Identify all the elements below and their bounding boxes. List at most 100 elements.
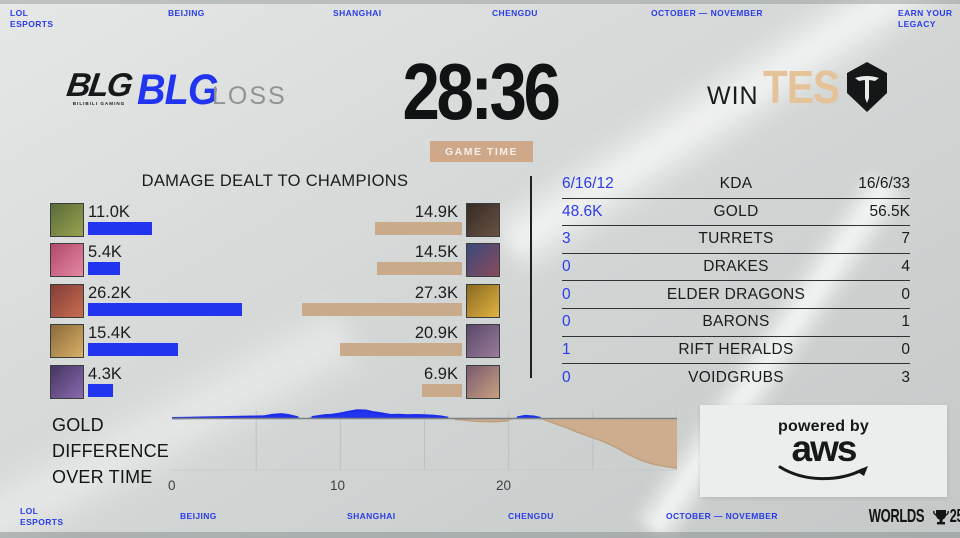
- stat-value-left: 6/16/12: [562, 175, 614, 193]
- game-time-badge: GAME TIME: [430, 141, 533, 162]
- axis-tick-label: 20: [496, 478, 512, 493]
- damage-bar: [88, 383, 114, 397]
- stat-label: BARONS: [702, 313, 770, 331]
- stat-label: DRAKES: [703, 258, 769, 276]
- stat-label: RIFT HERALDS: [678, 340, 794, 358]
- damage-bar: [88, 222, 153, 235]
- trophy-icon: [933, 509, 949, 524]
- stat-value-right: 0: [901, 285, 911, 303]
- aws-smile-icon: [778, 465, 868, 481]
- nav-beijing: BEIJING: [168, 8, 205, 18]
- worlds-text: WORLDS: [868, 506, 925, 526]
- stat-row: 0 VOIDGRUBS 3: [562, 364, 910, 392]
- nav-dates-bottom: OCTOBER — NOVEMBER: [666, 511, 778, 521]
- champion-icon: [50, 203, 84, 237]
- stat-value-right: 3: [901, 368, 910, 386]
- blg-logo-mark: BLG: [64, 66, 134, 103]
- win-label: WIN: [707, 82, 759, 110]
- damage-row-right: 14.5K: [0, 243, 520, 279]
- nav-beijing-bottom: BEIJING: [180, 511, 217, 521]
- damage-value: 5.4K: [88, 243, 122, 262]
- champion-icon: [466, 203, 500, 237]
- nav-lol-esports-bottom: LOL ESPORTS: [20, 506, 64, 527]
- damage-row-left: 4.3K: [0, 364, 480, 401]
- stat-value-left: 0: [562, 258, 571, 276]
- nav-earn-your-legacy: EARN YOUR LEGACY: [898, 8, 953, 29]
- axis-tick-label: 0: [168, 478, 176, 493]
- bottom-edge-strip: [0, 532, 960, 538]
- stat-row: 6/16/12 KDA 16/6/33: [562, 171, 910, 199]
- stat-label: VOIDGRUBS: [688, 368, 784, 386]
- champion-icon: [50, 283, 84, 318]
- panel-divider: [530, 176, 532, 378]
- champion-icon: [466, 364, 500, 399]
- nav-lol-esports: LOL ESPORTS: [10, 8, 54, 29]
- blg-team-logo: BLG BILIBILI GAMING: [60, 66, 138, 106]
- tes-shield-icon: [845, 62, 889, 117]
- top-edge-strip: [0, 0, 960, 4]
- aws-sponsor-box: powered by aws: [700, 405, 947, 497]
- stat-value-right: 1: [901, 313, 911, 331]
- damage-bar: [302, 302, 462, 316]
- champion-icon: [466, 324, 500, 359]
- champion-icon: [50, 243, 84, 278]
- damage-bar: [374, 222, 462, 235]
- game-timer: 28:36: [402, 47, 560, 136]
- damage-row-left: 26.2K: [0, 283, 480, 320]
- damage-value: 11.0K: [88, 203, 130, 221]
- damage-bar: [88, 262, 120, 276]
- stat-row: 48.6K GOLD 56.5K: [562, 199, 910, 227]
- stat-value-left: 1: [562, 340, 571, 358]
- stat-value-left: 3: [562, 230, 571, 248]
- aws-logo-text: aws: [791, 428, 858, 469]
- stat-row: 1 RIFT HERALDS 0: [562, 337, 910, 365]
- nav-shanghai-bottom: SHANGHAI: [347, 511, 396, 521]
- stat-value-left: 0: [562, 368, 571, 386]
- gold-line: [454, 417, 677, 470]
- stats-table: 6/16/12 KDA 16/6/33 48.6K GOLD 56.5K 3 TURRETS 7…: [562, 171, 910, 392]
- damage-row-left: 5.4K: [0, 243, 480, 279]
- damage-row-right: 14.9K: [0, 203, 520, 239]
- stat-value-left: 48.6K: [562, 202, 603, 220]
- damage-row-left: 11.0K: [0, 203, 480, 239]
- damage-value: 4.3K: [88, 364, 122, 383]
- stat-value-left: 0: [562, 313, 571, 331]
- damage-bar: [88, 302, 242, 316]
- tes-team-abbr: TES: [763, 61, 840, 113]
- stat-label: TURRETS: [698, 230, 774, 248]
- champion-icon: [466, 243, 500, 278]
- damage-bar: [88, 343, 179, 357]
- aws-powered-by-text: powered by: [778, 418, 869, 435]
- damage-bar: [339, 343, 462, 357]
- stat-row: 0 DRAKES 4: [562, 254, 910, 282]
- damage-value: 6.9K: [424, 364, 458, 383]
- champion-icon: [50, 364, 84, 399]
- damage-value: 26.2K: [88, 283, 132, 302]
- nav-shanghai: SHANGHAI: [333, 8, 382, 18]
- stat-label: KDA: [719, 175, 753, 193]
- stat-value-left: 0: [562, 285, 571, 303]
- worlds-25-logo: WORLDS 25: [858, 506, 960, 527]
- damage-value: 14.5K: [414, 243, 458, 262]
- damage-value: 20.9K: [414, 324, 458, 343]
- nav-dates: OCTOBER — NOVEMBER: [651, 8, 763, 18]
- damage-row-right: 27.3K: [0, 283, 520, 320]
- damage-panel-title: DAMAGE DEALT TO CHAMPIONS: [141, 172, 409, 190]
- gold-negative-area: [172, 418, 677, 469]
- champion-icon: [50, 324, 84, 359]
- damage-row-left: 15.4K: [0, 324, 480, 360]
- damage-value: 15.4K: [88, 324, 132, 343]
- stat-row: 0 ELDER DRAGONS 0: [562, 281, 910, 309]
- stat-value-right: 56.5K: [869, 202, 911, 220]
- stat-row: 0 BARONS 1: [562, 309, 910, 337]
- gold-diff-label: GOLD DIFFERENCE OVER TIME: [52, 415, 170, 487]
- damage-bar: [421, 383, 462, 397]
- damage-row-right: 6.9K: [0, 364, 520, 401]
- champion-icon: [466, 283, 500, 318]
- worlds-year-text: 25: [949, 506, 960, 526]
- blg-logo-subtext: BILIBILI GAMING: [72, 101, 126, 106]
- gold-difference-chart: [172, 409, 677, 471]
- stat-value-right: 7: [901, 230, 911, 248]
- damage-value: 27.3K: [414, 283, 458, 302]
